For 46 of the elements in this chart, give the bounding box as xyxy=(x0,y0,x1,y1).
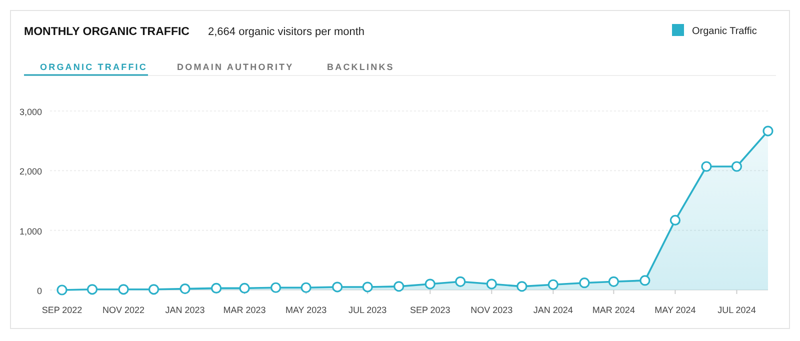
point xyxy=(332,282,343,292)
x-tick-label: JAN 2023 xyxy=(165,305,205,315)
point xyxy=(455,276,466,287)
x-tick-label: MAR 2024 xyxy=(592,305,635,315)
chart-title: MONTHLY ORGANIC TRAFFIC xyxy=(24,26,190,38)
point xyxy=(300,282,312,293)
point xyxy=(486,278,497,290)
point xyxy=(239,282,250,294)
chart-subtitle: 2,664 organic visitors per month xyxy=(208,26,365,38)
point xyxy=(270,282,282,293)
point xyxy=(762,126,774,136)
point xyxy=(548,279,558,290)
y-tick-label: 1,000 xyxy=(19,226,42,236)
point xyxy=(394,281,404,292)
point xyxy=(424,278,436,290)
x-tick-label: NOV 2022 xyxy=(102,305,145,315)
point xyxy=(579,278,590,288)
point xyxy=(701,161,712,172)
point xyxy=(608,276,619,287)
point xyxy=(180,284,190,294)
x-tick-label: JUL 2024 xyxy=(718,305,756,315)
x-tick-label: MAY 2023 xyxy=(285,305,327,315)
point xyxy=(362,282,373,292)
y-tick-label: 3,000 xyxy=(19,107,42,117)
point xyxy=(148,284,160,295)
x-tick-label: NOV 2023 xyxy=(470,305,513,315)
point xyxy=(640,275,650,286)
x-tick-label: JAN 2024 xyxy=(533,305,573,315)
point xyxy=(118,284,129,295)
text: ORGANIC TRAFFIC xyxy=(40,62,148,72)
point xyxy=(56,284,68,296)
point xyxy=(211,282,222,294)
point xyxy=(86,284,98,295)
x-tick-label: SEP 2022 xyxy=(42,305,82,315)
x-tick-label: MAR 2023 xyxy=(223,305,266,315)
x-tick-label: MAY 2024 xyxy=(654,305,696,315)
y-tick-label: 2,000 xyxy=(19,166,42,177)
y-tick-label: 0 xyxy=(36,286,42,296)
x-tick-label: JUL 2023 xyxy=(348,305,387,315)
point xyxy=(731,161,742,172)
point xyxy=(670,214,681,226)
point xyxy=(516,281,528,292)
x-tick-label: SEP 2023 xyxy=(410,305,450,315)
text: BACKLINKS xyxy=(327,62,394,72)
text: DOMAIN AUTHORITY xyxy=(177,62,294,72)
legend-label: Organic Traffic xyxy=(692,26,757,37)
